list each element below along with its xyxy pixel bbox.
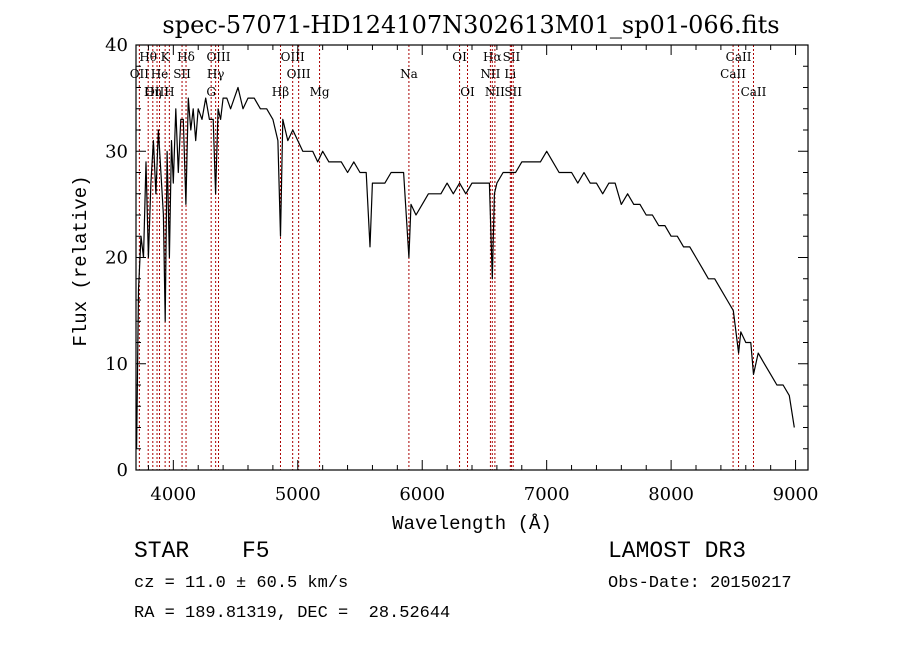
line-label-7: SII [173, 67, 191, 81]
survey-name: LAMOST DR3 [608, 538, 747, 564]
y-tick-label: 20 [105, 248, 128, 269]
redshift-velocity: cz = 11.0 ± 60.5 km/s [134, 574, 349, 593]
y-tick-label: 40 [105, 35, 128, 56]
spectrum-line [136, 86, 795, 449]
line-label-5: He [151, 67, 169, 81]
line-label-25: CaII [726, 50, 752, 64]
x-tick-label: 8000 [648, 484, 694, 505]
line-label-1: OII [130, 67, 150, 81]
line-label-4: K [161, 50, 171, 64]
line-label-3: Hη [144, 85, 162, 99]
x-tick-label: 6000 [399, 484, 445, 505]
x-tick-label: 9000 [773, 484, 819, 505]
line-label-10: OIII [206, 50, 230, 64]
observation-date: Obs-Date: 20150217 [608, 574, 792, 593]
x-tick-label: 4000 [150, 484, 196, 505]
x-tick-label: 5000 [275, 484, 321, 505]
line-label-0: Hθ [139, 50, 157, 64]
line-label-27: CaII [741, 85, 767, 99]
sky-coordinates: RA = 189.81319, DEC = 28.52644 [134, 604, 451, 623]
line-label-6: H [164, 85, 174, 99]
line-label-18: OI [460, 85, 475, 99]
y-tick-label: 30 [105, 141, 128, 162]
line-label-13: OIII [281, 50, 305, 64]
line-label-16: Na [400, 67, 418, 81]
line-label-8: Hδ [177, 50, 195, 64]
chart-title: spec-57071-HD124107N302613M01_sp01-066.f… [162, 11, 779, 39]
spectrum-series [136, 86, 795, 449]
plot-axes: 4000 5000 6000 7000 8000 9000 0 10 20 30 40 [105, 35, 818, 505]
line-label-17: OI [452, 50, 467, 64]
x-tick-label: 7000 [524, 484, 570, 505]
emission-line-markers: HθOIIOIIIHηKHeHSIIHδGOIIIHγHβOIIIOIIIMgN… [130, 45, 767, 470]
line-label-2: OIII [145, 85, 169, 99]
plot-frame [135, 44, 809, 471]
object-subclass: F5 [242, 538, 270, 564]
line-label-9: G [206, 85, 216, 99]
y-tick-label: 0 [117, 460, 128, 481]
line-label-21: NII [485, 85, 505, 99]
line-label-20: NII [480, 67, 500, 81]
line-label-15: Mg [310, 85, 330, 99]
y-tick-label: 10 [105, 354, 128, 375]
line-label-22: SII [503, 50, 521, 64]
line-label-12: Hβ [272, 85, 289, 99]
line-label-24: SII [504, 85, 522, 99]
y-axis-label: Flux (relative) [70, 175, 92, 346]
object-class: STAR [134, 538, 190, 564]
line-label-23: Li [504, 67, 516, 81]
line-label-19: Hα [483, 50, 502, 64]
line-label-11: Hγ [207, 67, 225, 81]
line-label-26: CaII [720, 67, 746, 81]
x-axis-label: Wavelength (Å) [392, 513, 552, 535]
line-label-14: OIII [287, 67, 311, 81]
